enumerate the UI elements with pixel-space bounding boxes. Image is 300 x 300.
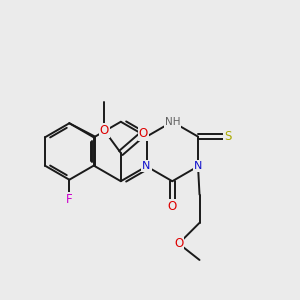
Text: S: S [224,130,231,143]
Text: O: O [168,200,177,213]
Text: NH: NH [164,117,180,127]
Text: O: O [100,124,109,137]
Text: O: O [139,127,148,140]
Text: F: F [66,193,73,206]
Text: O: O [174,237,183,250]
Text: N: N [194,161,202,171]
Text: N: N [142,161,151,171]
